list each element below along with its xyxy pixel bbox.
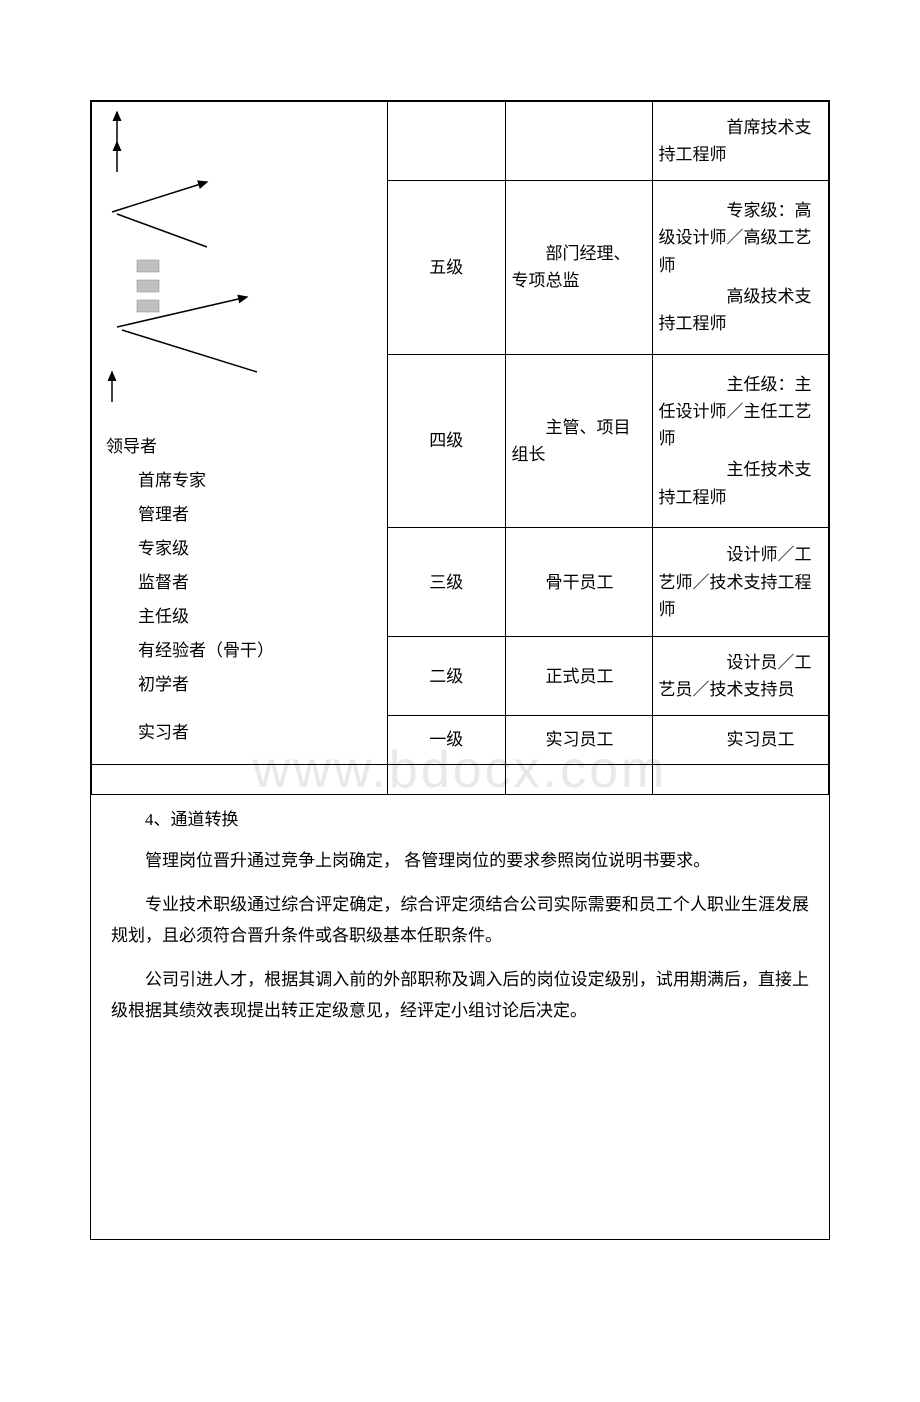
level-cell: 二级 (388, 637, 506, 716)
mgmt-cell (505, 102, 652, 181)
section-title: 4、通道转换 (111, 805, 809, 836)
label-beginner: 初学者 (138, 668, 373, 702)
body-paragraph: 专业技术职级通过综合评定确定，综合评定须结合公司实际需要和员工个人职业生涯发展规… (111, 890, 809, 951)
mgmt-cell: 主管、项目组长 (505, 354, 652, 528)
level-cell (388, 102, 506, 181)
footer-cell (388, 765, 506, 795)
label-director: 主任级 (138, 600, 373, 634)
page-frame: 领导者 首席专家 管理者 专家级 监督者 主任级 有经验者（骨干） 初学者 实习… (90, 100, 830, 1240)
mgmt-cell: 部门经理、专项总监 (505, 180, 652, 354)
footer-cell (505, 765, 652, 795)
label-expert: 专家级 (138, 532, 373, 566)
tech-cell: 设计师／工艺师／技术支持工程师 (652, 528, 829, 637)
tech-cell: 首席技术支持工程师 (652, 102, 829, 181)
tech-item: 实习员工 (659, 726, 823, 753)
tech-item: 主任技术支持工程师 (659, 456, 823, 510)
diagram-labels: 领导者 首席专家 管理者 专家级 监督者 主任级 有经验者（骨干） 初学者 实习… (92, 422, 387, 764)
level-cell: 五级 (388, 180, 506, 354)
mgmt-cell: 正式员工 (505, 637, 652, 716)
tech-cell: 设计员／工艺员／技术支持员 (652, 637, 829, 716)
tech-cell: 实习员工 (652, 716, 829, 765)
footer-cell (652, 765, 829, 795)
diagram-cell: 领导者 首席专家 管理者 专家级 监督者 主任级 有经验者（骨干） 初学者 实习… (92, 102, 388, 765)
table-footer-row (92, 765, 829, 795)
mgmt-cell: 骨干员工 (505, 528, 652, 637)
label-leader: 领导者 (106, 430, 373, 464)
level-cell: 一级 (388, 716, 506, 765)
career-diagram (92, 102, 387, 422)
tech-item: 设计师／工艺师／技术支持工程师 (659, 541, 823, 623)
footer-cell (92, 765, 388, 795)
tech-cell: 主任级：主任设计师／主任工艺师 主任技术支持工程师 (652, 354, 829, 528)
label-trainee: 实习者 (138, 716, 373, 750)
mgmt-cell: 实习员工 (505, 716, 652, 765)
career-table: 领导者 首席专家 管理者 专家级 监督者 主任级 有经验者（骨干） 初学者 实习… (91, 101, 829, 795)
body-paragraph: 管理岗位晋升通过竞争上岗确定， 各管理岗位的要求参照岗位说明书要求。 (111, 846, 809, 877)
table-row: 领导者 首席专家 管理者 专家级 监督者 主任级 有经验者（骨干） 初学者 实习… (92, 102, 829, 181)
level-cell: 四级 (388, 354, 506, 528)
tech-item: 首席技术支持工程师 (659, 114, 823, 168)
tech-cell: 专家级：高级设计师／高级工艺师 高级技术支持工程师 (652, 180, 829, 354)
tech-item: 设计员／工艺员／技术支持员 (659, 649, 823, 703)
label-chief-expert: 首席专家 (138, 464, 373, 498)
tech-item: 主任级：主任设计师／主任工艺师 (659, 371, 823, 453)
tech-item: 专家级：高级设计师／高级工艺师 (659, 197, 823, 279)
body-paragraph: 公司引进人才，根据其调入前的外部职称及调入后的岗位设定级别，试用期满后，直接上级… (111, 965, 809, 1026)
label-manager: 管理者 (138, 498, 373, 532)
body-text-section: 4、通道转换 管理岗位晋升通过竞争上岗确定， 各管理岗位的要求参照岗位说明书要求… (91, 795, 829, 1027)
label-supervisor: 监督者 (138, 566, 373, 600)
level-cell: 三级 (388, 528, 506, 637)
tech-item: 高级技术支持工程师 (659, 283, 823, 337)
label-experienced: 有经验者（骨干） (138, 634, 373, 668)
